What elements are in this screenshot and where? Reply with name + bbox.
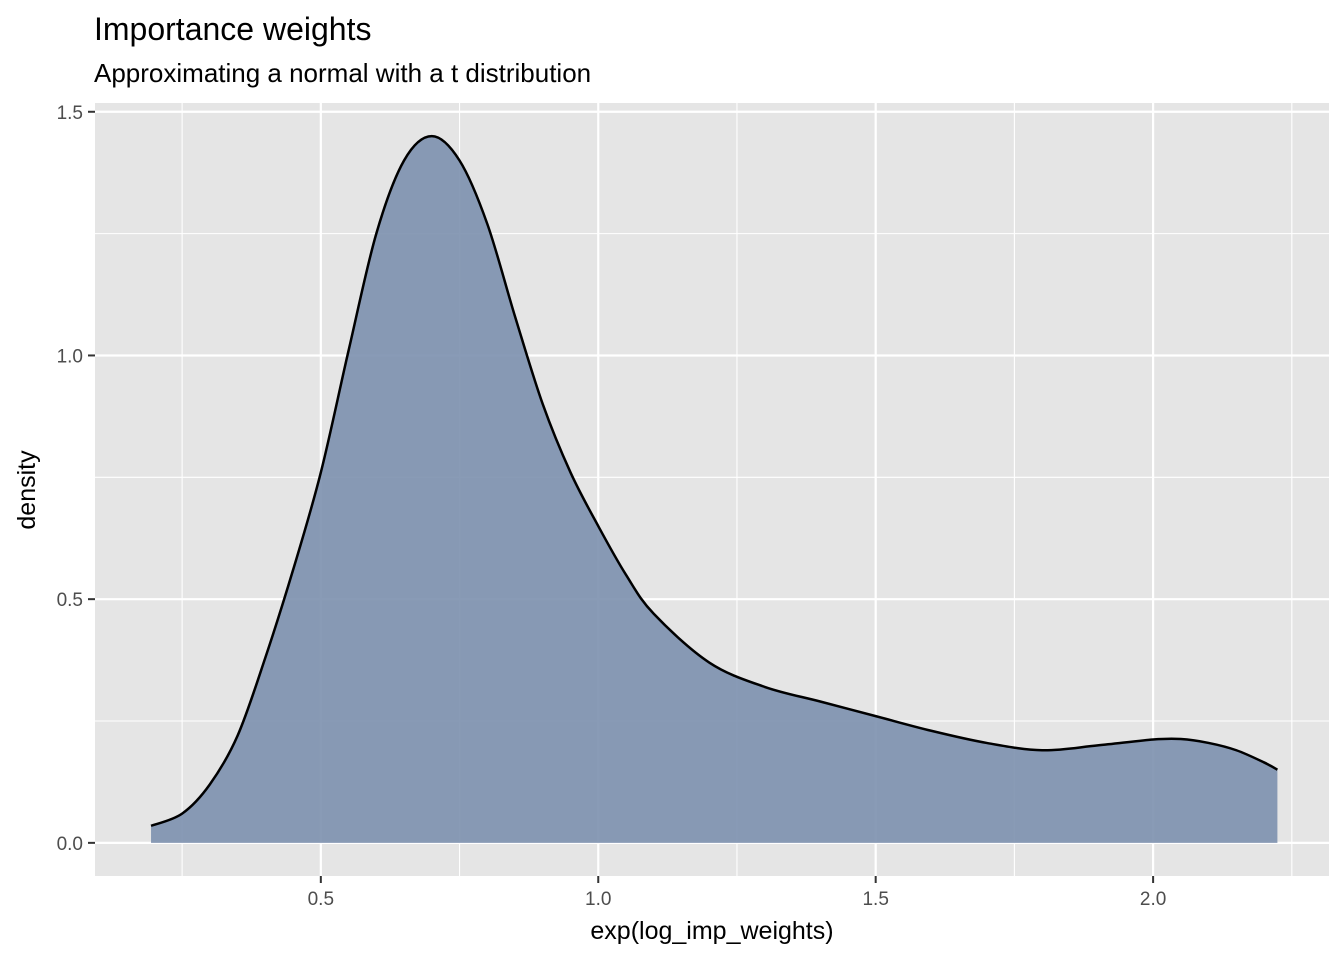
density-area bbox=[151, 136, 1278, 843]
x-axis-title: exp(log_imp_weights) bbox=[590, 917, 833, 945]
x-tick-label: 1.5 bbox=[862, 889, 888, 910]
x-tick-label: 2.0 bbox=[1140, 889, 1166, 910]
y-axis-title: density bbox=[13, 450, 41, 530]
y-tick-label: 0.0 bbox=[57, 834, 83, 855]
y-axis: 0.0 0.5 1.0 1.5 bbox=[57, 103, 95, 855]
density-outline bbox=[150, 134, 1279, 827]
y-tick-label: 1.5 bbox=[57, 103, 83, 124]
chart-title: Importance weights bbox=[94, 11, 371, 47]
x-tick-label: 0.5 bbox=[308, 889, 334, 910]
x-axis: 0.5 1.0 1.5 2.0 bbox=[308, 876, 1166, 910]
y-tick-label: 0.5 bbox=[57, 590, 83, 611]
y-tick-label: 1.0 bbox=[57, 346, 83, 367]
x-tick-label: 1.0 bbox=[585, 889, 611, 910]
chart-subtitle: Approximating a normal with a t distribu… bbox=[94, 58, 591, 88]
